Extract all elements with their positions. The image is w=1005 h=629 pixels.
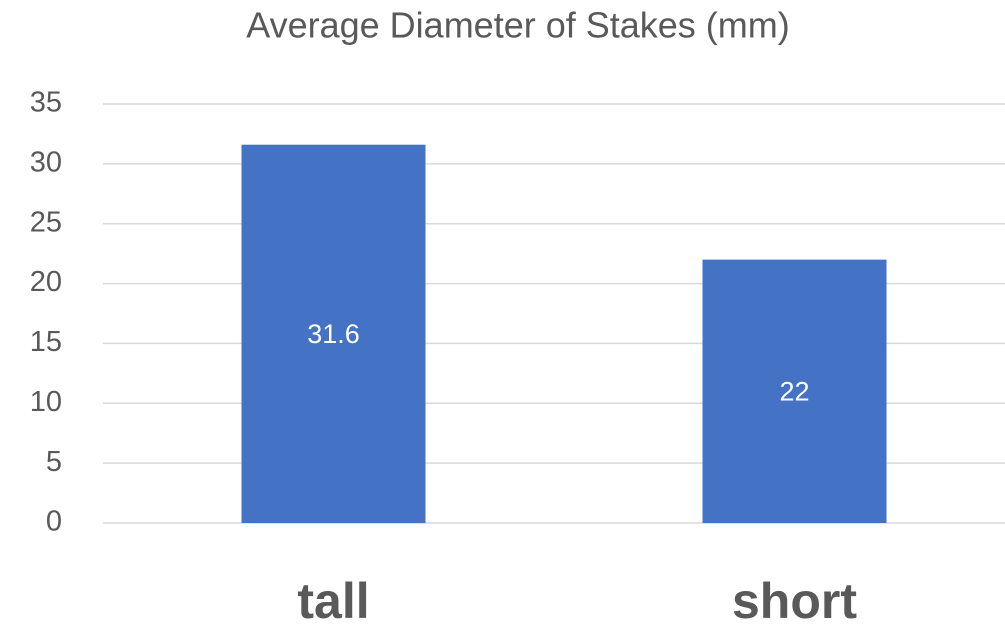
chart-title: Average Diameter of Stakes (mm)	[246, 5, 790, 46]
bar	[702, 259, 887, 523]
y-tick-label: 35	[30, 87, 62, 119]
y-tick-label: 30	[30, 147, 62, 179]
x-tick-label: short	[732, 573, 857, 629]
x-tick-label: tall	[297, 573, 369, 629]
y-tick-label: 25	[30, 206, 62, 238]
y-tick-label: 20	[30, 266, 62, 298]
data-label: 31.6	[307, 319, 360, 349]
y-tick-label: 5	[46, 446, 62, 478]
data-label: 22	[779, 376, 809, 406]
y-tick-label: 0	[46, 506, 62, 538]
y-tick-label: 10	[30, 386, 62, 418]
bar	[241, 144, 426, 523]
y-tick-label: 15	[30, 326, 62, 358]
